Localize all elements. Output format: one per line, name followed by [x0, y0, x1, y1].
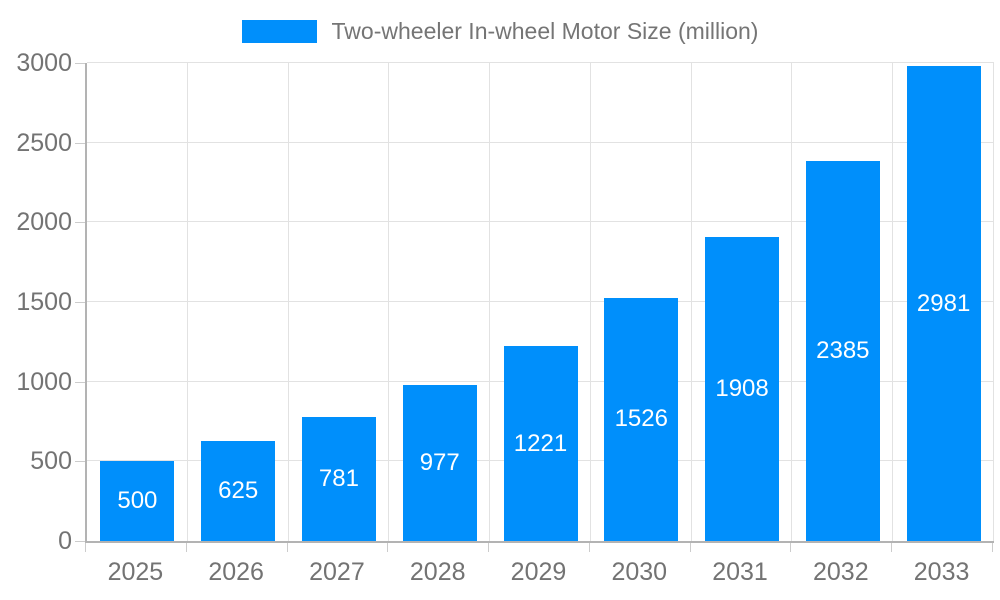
y-axis-tick-mark [75, 302, 85, 303]
x-axis-tick-label: 2033 [913, 558, 970, 586]
gridline-vertical [287, 63, 289, 541]
y-axis-tick-label: 0 [58, 527, 72, 555]
bar: 625 [201, 441, 276, 541]
gridline-horizontal [87, 141, 994, 143]
bar: 1908 [705, 237, 780, 541]
bar: 1526 [604, 297, 679, 541]
bar-value-label: 1526 [614, 405, 668, 433]
y-axis-tick-label: 2000 [16, 208, 72, 237]
x-axis-tick-label: 2030 [611, 558, 668, 586]
x-axis-tick-mark [185, 543, 187, 552]
x-axis-tick-label: 2031 [712, 558, 768, 586]
bar: 2385 [805, 161, 880, 541]
plot-area: 500 625 781 977 1221 1526 1908 2385 2981 [85, 62, 994, 543]
gridline-vertical [892, 63, 894, 541]
bar-value-label: 2981 [916, 289, 971, 317]
gridline-vertical [690, 63, 692, 541]
gridline-vertical [791, 63, 793, 541]
y-axis-tick-label: 500 [30, 447, 72, 476]
x-axis-tick-label: 2028 [409, 558, 466, 586]
y-axis-tick-mark [75, 222, 85, 224]
legend-item[interactable]: Two-wheeler In-wheel Motor Size (million… [241, 18, 759, 45]
legend-swatch-icon [241, 20, 317, 43]
x-axis-tick-label: 2025 [107, 558, 164, 586]
legend-label: Two-wheeler In-wheel Motor Size (million… [331, 18, 759, 44]
bar: 500 [100, 461, 175, 541]
y-axis-tick-mark [75, 461, 85, 463]
y-axis-tick-mark [75, 541, 85, 542]
x-axis-tick-mark [992, 543, 993, 552]
x-axis-tick-mark [85, 543, 86, 552]
x-axis-tick-mark [790, 543, 792, 552]
bar-value-label: 625 [218, 477, 259, 505]
bar-value-label: 1221 [513, 429, 568, 457]
bar-value-label: 500 [117, 487, 158, 515]
bar: 1221 [503, 346, 578, 541]
y-axis-tick-label: 2500 [16, 128, 72, 157]
gridline-vertical [589, 63, 591, 541]
bar: 2981 [906, 66, 981, 541]
gridline-horizontal [87, 221, 994, 223]
bar: 977 [402, 385, 477, 541]
y-axis-tick-mark [75, 63, 85, 64]
y-axis-tick-label: 1000 [16, 367, 72, 396]
x-axis-tick-label: 2032 [813, 558, 869, 586]
bar-value-label: 781 [318, 464, 359, 492]
x-axis-tick-mark [387, 543, 389, 552]
y-axis-tick-label: 1500 [16, 288, 72, 316]
y-axis-tick-mark [75, 381, 85, 383]
x-axis-tick-mark [689, 543, 691, 552]
gridline-horizontal [87, 301, 994, 302]
y-axis-tick-label: 3000 [16, 49, 72, 77]
gridline-vertical [186, 63, 188, 541]
bar-value-label: 1908 [715, 375, 769, 402]
x-axis-tick-label: 2026 [208, 558, 264, 586]
bar-value-label: 977 [419, 449, 460, 477]
gridline-vertical [993, 63, 994, 541]
gridline-vertical [489, 63, 491, 541]
bar-value-label: 2385 [816, 337, 870, 364]
bar: 781 [301, 416, 376, 541]
x-axis-tick-label: 2027 [309, 558, 365, 586]
legend: Two-wheeler In-wheel Motor Size (million… [0, 18, 1000, 45]
x-axis-tick-mark [891, 543, 893, 552]
y-axis-tick-mark [75, 142, 85, 144]
gridline-vertical [388, 63, 390, 541]
x-axis-tick-mark [588, 543, 590, 552]
gridline-horizontal [87, 62, 994, 63]
x-axis-tick-mark [286, 543, 288, 552]
x-axis-tick-label: 2029 [510, 558, 567, 586]
x-axis-tick-mark [488, 543, 490, 552]
